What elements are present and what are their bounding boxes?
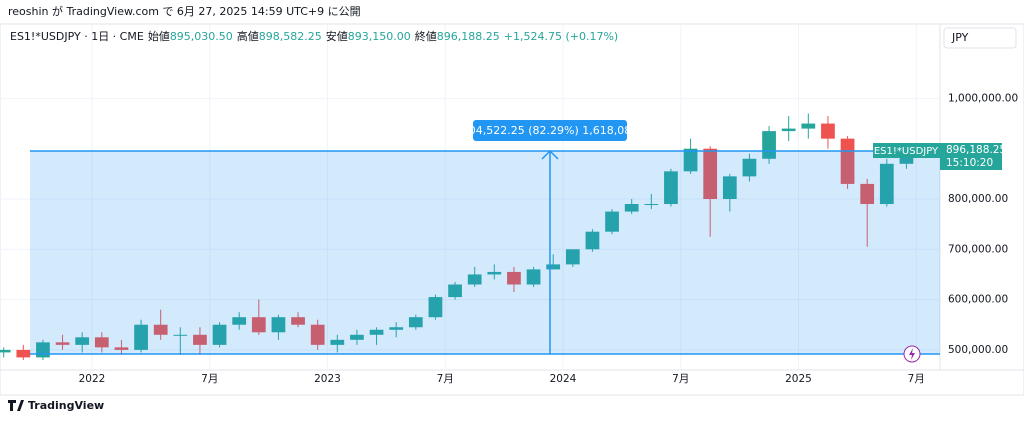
candle-body xyxy=(742,158,757,177)
measure-label: 404,522.25 (82.29%) 1,618,089 xyxy=(462,124,638,137)
symbol-legend: ES1!*USDJPY · 1日 · CME 始値895,030.50 高値898,… xyxy=(10,29,618,43)
candle-body xyxy=(565,249,580,265)
pane xyxy=(0,23,1024,396)
candle-body xyxy=(860,183,875,205)
event-bolt xyxy=(909,348,915,360)
candle-body xyxy=(762,131,776,159)
candle-body xyxy=(605,211,619,232)
candle-body xyxy=(487,271,502,275)
candle-body xyxy=(467,274,482,285)
price-tag-symbol: ES1!*USDJPY xyxy=(874,146,939,157)
candle-body xyxy=(664,171,678,205)
price-tag-box xyxy=(940,143,1002,170)
candle-body xyxy=(251,317,266,333)
price-tag-countdown: 15:10:20 xyxy=(946,157,993,169)
x-tick-label: 7月 xyxy=(437,373,454,385)
candle-body xyxy=(153,324,168,335)
candle-body xyxy=(134,324,148,350)
candle-body xyxy=(428,297,443,318)
currency[interactable]: JPY xyxy=(951,31,969,44)
candle-body xyxy=(644,204,659,206)
candle-body xyxy=(526,269,541,285)
candle-body xyxy=(448,284,462,298)
x-tick-label: 7月 xyxy=(201,373,218,385)
candle-body xyxy=(173,334,188,336)
candle-body xyxy=(879,163,894,205)
candle-body xyxy=(310,324,325,345)
publisher: reoshin が TradingView.com で 6月 27, 2025 … xyxy=(8,4,361,18)
candle-body xyxy=(94,337,109,348)
y-tick-label: 500,000.00 xyxy=(948,344,1008,356)
candle-body xyxy=(801,123,816,129)
candle-body xyxy=(722,176,737,199)
candle-body xyxy=(16,349,31,358)
currency-button[interactable] xyxy=(943,27,1017,49)
y-tick-label: 1,000,000.00 xyxy=(948,92,1018,104)
candle-body xyxy=(193,334,207,345)
candle-body xyxy=(369,329,384,335)
x-tick-label: 7月 xyxy=(672,373,689,385)
measure-box xyxy=(30,151,940,354)
candle-body xyxy=(212,324,227,345)
candle-body xyxy=(585,231,600,250)
x-tick-label: 2024 xyxy=(550,373,577,385)
candle-body xyxy=(75,337,90,345)
candle-body xyxy=(840,138,855,184)
y-tick-label: 600,000.00 xyxy=(948,294,1008,306)
candle-body xyxy=(330,339,345,345)
logo xyxy=(8,400,24,411)
price-tag-symbol-box xyxy=(873,143,940,158)
measure-arrowhead xyxy=(541,149,559,160)
candle-body xyxy=(546,264,561,270)
y-tick-label: 800,000.00 xyxy=(948,193,1008,205)
candle-body xyxy=(350,334,364,340)
brand: TradingView xyxy=(28,399,104,412)
candle-body xyxy=(291,317,305,325)
candle-body xyxy=(0,349,11,353)
x-tick-label: 2023 xyxy=(314,373,341,385)
x-tick-label: 2025 xyxy=(785,373,812,385)
candle-body xyxy=(507,271,521,285)
candle-body xyxy=(55,342,70,345)
candle-body xyxy=(408,317,423,328)
candle-body xyxy=(624,204,639,212)
y-tick-label: 700,000.00 xyxy=(948,243,1008,255)
x-tick-label: 7月 xyxy=(908,373,925,385)
candle-body xyxy=(232,317,247,325)
x-tick-label: 2022 xyxy=(79,373,106,385)
candle-body xyxy=(821,123,835,139)
candle-body xyxy=(389,327,404,330)
candle-body xyxy=(114,347,129,350)
price-tag-price: 896,188.25 xyxy=(946,144,1006,156)
candle-body xyxy=(683,148,698,172)
candle-body xyxy=(703,148,718,199)
measure-label-box xyxy=(473,120,627,141)
candle-body xyxy=(781,128,796,132)
candle-body xyxy=(271,317,286,333)
